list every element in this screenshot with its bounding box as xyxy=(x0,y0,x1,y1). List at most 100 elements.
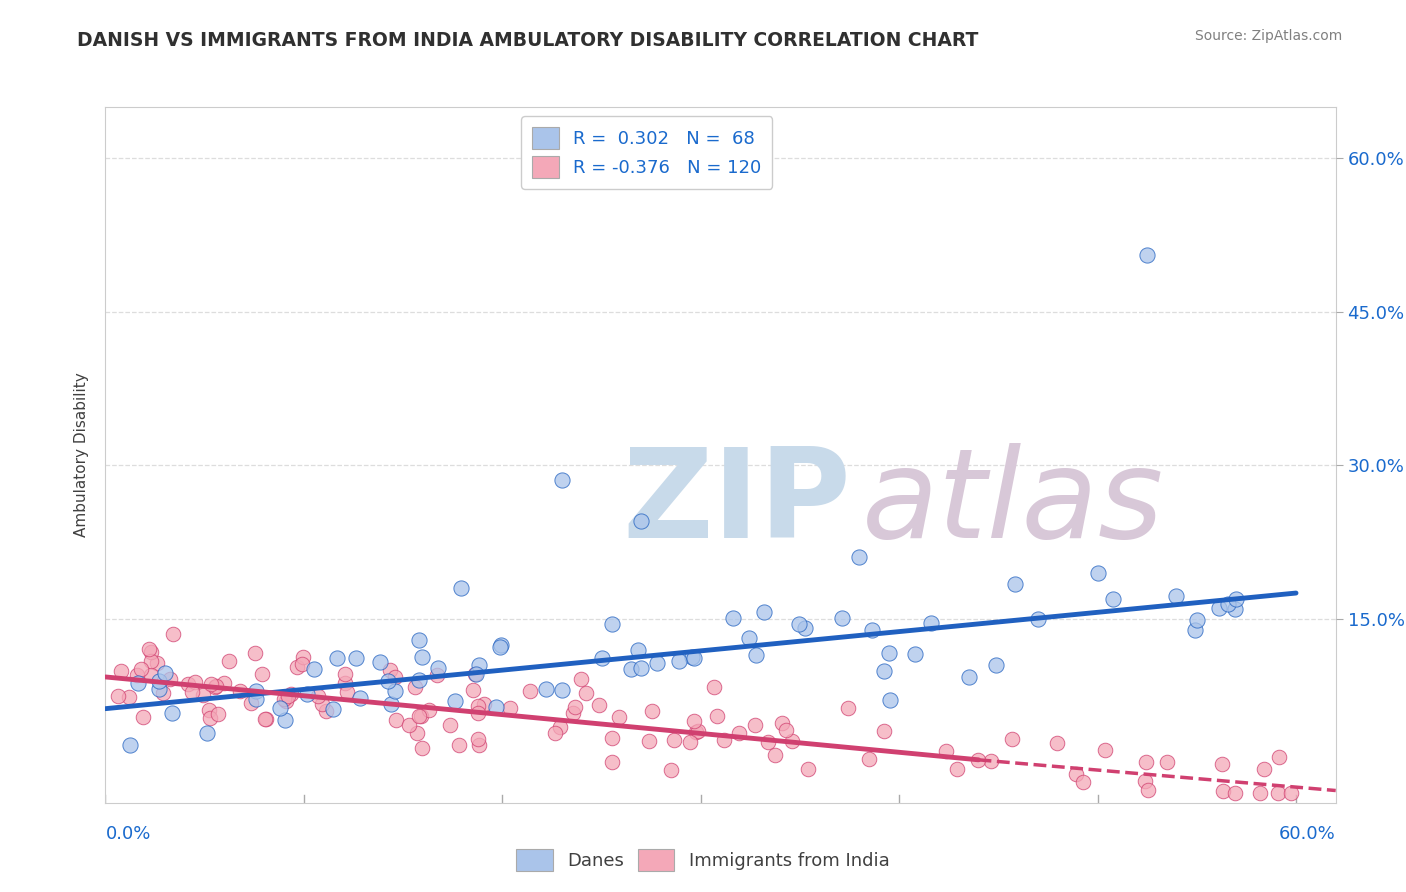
Point xyxy=(408,632,430,647)
Point xyxy=(228,683,250,698)
Legend: Danes, Immigrants from India: Danes, Immigrants from India xyxy=(509,842,897,879)
Point xyxy=(254,712,277,726)
Point xyxy=(1218,597,1240,611)
Point xyxy=(706,708,728,723)
Point xyxy=(551,474,574,488)
Point xyxy=(280,687,302,701)
Point xyxy=(426,667,449,681)
Point xyxy=(125,667,148,681)
Point xyxy=(1164,589,1187,603)
Point xyxy=(873,665,896,679)
Point xyxy=(118,690,141,704)
Point xyxy=(444,694,467,708)
Point xyxy=(110,664,132,678)
Point xyxy=(447,738,470,752)
Point xyxy=(380,663,402,677)
Point xyxy=(204,680,226,694)
Point xyxy=(239,696,262,710)
Point xyxy=(200,677,222,691)
Point xyxy=(408,709,430,723)
Point xyxy=(295,687,318,701)
Point xyxy=(398,718,420,732)
Point xyxy=(745,648,768,662)
Point xyxy=(1212,784,1234,798)
Point xyxy=(627,643,650,657)
Point xyxy=(274,713,297,727)
Point xyxy=(728,726,751,740)
Point xyxy=(668,654,690,668)
Point xyxy=(794,621,817,635)
Point xyxy=(600,617,623,632)
Point xyxy=(569,672,592,686)
Point xyxy=(787,617,810,632)
Point xyxy=(118,738,141,752)
Point xyxy=(713,732,735,747)
Point xyxy=(946,762,969,776)
Point xyxy=(980,754,1002,768)
Point xyxy=(311,698,333,712)
Text: 0.0%: 0.0% xyxy=(105,825,150,843)
Point xyxy=(349,690,371,705)
Point xyxy=(467,698,489,713)
Point xyxy=(837,701,859,715)
Point xyxy=(904,647,927,661)
Point xyxy=(1223,602,1246,616)
Point xyxy=(439,717,461,731)
Point xyxy=(450,581,472,595)
Point xyxy=(184,675,207,690)
Point xyxy=(1001,732,1024,747)
Point xyxy=(679,735,702,749)
Point xyxy=(703,680,725,694)
Point xyxy=(250,667,273,681)
Point xyxy=(465,667,488,681)
Point xyxy=(291,657,314,671)
Point xyxy=(1101,592,1123,607)
Point xyxy=(738,631,761,645)
Point xyxy=(333,666,356,681)
Text: ZIP: ZIP xyxy=(621,443,851,564)
Point xyxy=(721,611,744,625)
Point xyxy=(1046,736,1069,750)
Text: atlas: atlas xyxy=(862,443,1164,564)
Point xyxy=(564,700,586,714)
Point xyxy=(498,701,520,715)
Point xyxy=(831,611,853,625)
Point xyxy=(1268,749,1291,764)
Point xyxy=(550,720,572,734)
Point xyxy=(368,655,391,669)
Point xyxy=(304,662,326,676)
Point xyxy=(1225,786,1247,800)
Point xyxy=(307,689,329,703)
Point xyxy=(468,657,491,672)
Point xyxy=(1071,775,1094,789)
Point xyxy=(1208,601,1230,615)
Point xyxy=(683,714,706,728)
Point xyxy=(485,700,508,714)
Point xyxy=(464,667,486,681)
Point xyxy=(385,714,408,728)
Point xyxy=(763,747,786,762)
Point xyxy=(1135,755,1157,769)
Point xyxy=(551,682,574,697)
Point xyxy=(273,691,295,706)
Point xyxy=(336,685,359,699)
Point xyxy=(756,735,779,749)
Point xyxy=(254,712,277,726)
Point xyxy=(683,651,706,665)
Point xyxy=(1135,774,1157,789)
Point xyxy=(519,684,541,698)
Point xyxy=(152,686,174,700)
Point xyxy=(645,656,668,670)
Point xyxy=(1156,755,1178,769)
Point xyxy=(404,680,426,694)
Text: 60.0%: 60.0% xyxy=(1279,825,1336,843)
Point xyxy=(879,693,901,707)
Point xyxy=(159,673,181,687)
Point xyxy=(139,668,162,682)
Point xyxy=(141,645,163,659)
Point xyxy=(600,731,623,745)
Point xyxy=(344,650,367,665)
Point xyxy=(489,640,512,655)
Y-axis label: Ambulatory Disability: Ambulatory Disability xyxy=(75,373,90,537)
Point xyxy=(935,744,957,758)
